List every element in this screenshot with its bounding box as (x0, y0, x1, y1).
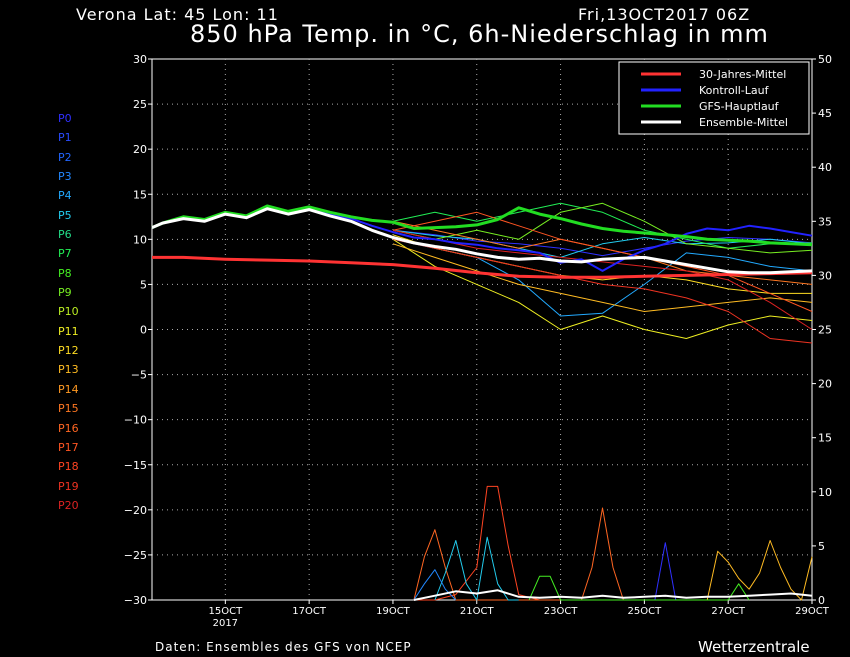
y-tick-label-left: 10 (133, 233, 147, 246)
x-tick-label: 2017 (213, 618, 238, 629)
y-tick-label-right: 0 (818, 594, 825, 607)
x-tick-label: 23OCT (544, 606, 579, 617)
member-label: P2 (58, 150, 72, 164)
series-line (413, 507, 624, 601)
member-label: P18 (58, 460, 79, 474)
y-tick-label-right: 20 (818, 378, 832, 391)
member-label: P9 (58, 286, 72, 300)
brand-credit: Wetterzentrale (698, 638, 810, 656)
series-line (706, 540, 813, 601)
x-tick-label: 15OCT (208, 606, 243, 617)
legend-label: 30-Jahres-Mittel (699, 68, 786, 81)
member-label: P6 (58, 228, 72, 242)
data-source-credit: Daten: Ensembles des GFS von NCEP (155, 640, 412, 654)
member-label: P17 (58, 440, 79, 454)
legend-label: Ensemble-Mittel (699, 116, 788, 129)
y-tick-label-right: 30 (818, 269, 832, 282)
series-line (528, 575, 750, 601)
y-tick-label-right: 10 (818, 486, 832, 499)
member-label: P1 (58, 131, 72, 145)
x-tick-label: 21OCT (460, 606, 495, 617)
series-line (413, 485, 645, 601)
series-line (392, 238, 813, 339)
y-tick-label-left: −10 (124, 414, 147, 427)
y-tick-label-left: −25 (124, 549, 147, 562)
member-label: P4 (58, 189, 72, 203)
series-line (392, 238, 813, 344)
member-label: P15 (58, 402, 79, 416)
series-line (392, 202, 813, 254)
y-tick-label-right: 40 (818, 161, 832, 174)
y-tick-label-left: 30 (133, 53, 147, 66)
series-line (392, 211, 813, 312)
y-tick-label-left: 0 (140, 324, 147, 337)
member-label: P7 (58, 247, 72, 261)
member-label: P20 (58, 498, 79, 512)
series-line (392, 229, 813, 257)
y-tick-label-left: −5 (131, 369, 147, 382)
y-tick-label-right: 5 (818, 540, 825, 553)
series-line (654, 542, 687, 601)
member-label: P3 (58, 170, 72, 184)
y-tick-label-right: 35 (818, 215, 832, 228)
y-tick-label-right: 50 (818, 53, 832, 66)
member-label: P13 (58, 363, 79, 377)
x-tick-label: 27OCT (711, 606, 746, 617)
y-tick-label-right: 25 (818, 324, 832, 337)
member-label: P8 (58, 266, 72, 280)
y-tick-label-left: −15 (124, 459, 147, 472)
member-label: P5 (58, 208, 72, 222)
member-label: P16 (58, 421, 79, 435)
series-line (434, 536, 519, 601)
y-tick-label-right: 15 (818, 432, 832, 445)
y-tick-label-left: 20 (133, 143, 147, 156)
y-tick-label-right: 45 (818, 107, 832, 120)
member-list: P0 P1 P2 P3 P4 P5 P6 P7 P8 P9 P10 P11 P12 P13 P14 P15 P1… (58, 109, 79, 515)
y-tick-label-left: −20 (124, 504, 147, 517)
member-label: P19 (58, 479, 79, 493)
y-tick-label-left: 25 (133, 98, 147, 111)
member-label: P11 (58, 324, 79, 338)
location-label: Verona Lat: 45 Lon: 11 (76, 5, 279, 24)
series-line (152, 255, 813, 279)
run-timestamp: Fri,13OCT2017 06Z (578, 5, 751, 24)
member-label: P12 (58, 344, 79, 358)
series-line (413, 589, 813, 601)
x-tick-label: 19OCT (376, 606, 411, 617)
legend-label: Kontroll-Lauf (699, 84, 770, 97)
y-tick-label-left: 15 (133, 188, 147, 201)
chart-title: 850 hPa Temp. in °C, 6h-Niederschlag in … (190, 20, 769, 48)
series-line (392, 202, 813, 249)
legend-label: GFS-Hauptlauf (699, 100, 780, 113)
series-line (392, 243, 813, 312)
member-label: P0 (58, 112, 72, 125)
y-tick-label-left: 5 (140, 278, 147, 291)
series-line (151, 204, 813, 247)
series-line (151, 207, 813, 275)
x-tick-label: 17OCT (292, 606, 327, 617)
member-label: P10 (58, 305, 79, 319)
y-tick-label-left: −30 (124, 594, 147, 607)
series-line (392, 229, 813, 330)
x-tick-label: 29OCT (795, 606, 830, 617)
x-tick-label: 25OCT (628, 606, 663, 617)
member-label: P14 (58, 382, 79, 396)
